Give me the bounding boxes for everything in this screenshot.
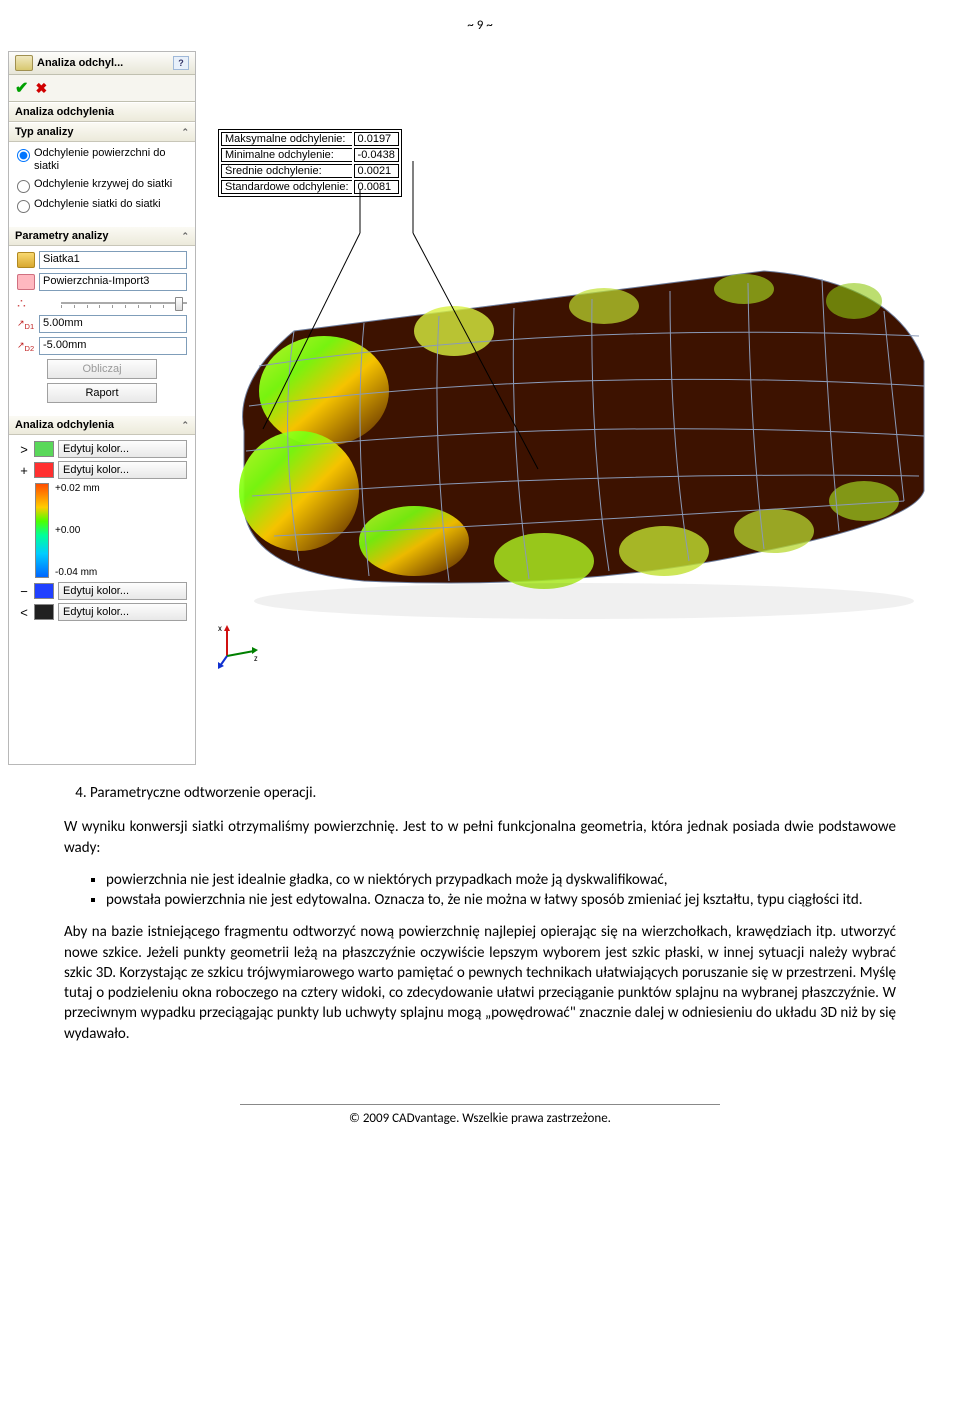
swatch-minus[interactable] <box>34 583 54 599</box>
radio-surface-to-mesh[interactable]: Odchylenie powierzchni do siatki <box>17 147 187 173</box>
surface-icon <box>17 274 35 290</box>
gt-icon: > <box>17 442 31 457</box>
panel-title-bar: Analiza odchyl... ? <box>9 52 195 75</box>
document-text: Parametryczne odtworzenie operacji. W wy… <box>64 783 896 1044</box>
lt-icon: < <box>17 605 31 620</box>
svg-text:x: x <box>218 623 222 634</box>
radio-3[interactable] <box>17 200 30 213</box>
screenshot-region: Analiza odchyl... ? ✔ ✖ Analiza odchylen… <box>8 51 960 765</box>
viewport-3d[interactable]: Maksymalne odchylenie:0.0197 Minimalne o… <box>204 51 960 765</box>
radio-curve-to-mesh[interactable]: Odchylenie krzywej do siatki <box>17 178 187 193</box>
axis-triad: x z <box>212 621 262 671</box>
ok-icon[interactable]: ✔ <box>15 80 28 97</box>
section-parametry[interactable]: Parametry analizy⌃ <box>9 226 195 246</box>
field-siatka[interactable]: Siatka1 <box>39 251 187 269</box>
svg-text:z: z <box>254 653 258 664</box>
edit-color-2[interactable]: Edytuj kolor... <box>58 461 187 479</box>
edit-color-1[interactable]: Edytuj kolor... <box>58 440 187 458</box>
obliczaj-button[interactable]: Obliczaj <box>47 359 157 379</box>
help-icon[interactable]: ? <box>173 56 189 70</box>
chevron-up-icon: ⌃ <box>181 420 189 431</box>
edit-color-3[interactable]: Edytuj kolor... <box>58 582 187 600</box>
section-analiza2[interactable]: Analiza odchylenia⌃ <box>9 415 195 435</box>
swatch-over[interactable] <box>34 441 54 457</box>
page-number: ~ 9 ~ <box>0 18 960 33</box>
sensitivity-icon: ∴ <box>17 295 35 311</box>
d1-icon: ↗D1 <box>17 318 35 331</box>
mesh-icon <box>17 252 35 268</box>
radio-mesh-to-mesh[interactable]: Odchylenie siatki do siatki <box>17 198 187 213</box>
section-analiza[interactable]: Analiza odchylenia <box>9 102 195 122</box>
section-typ[interactable]: Typ analizy⌃ <box>9 122 195 142</box>
radio-2[interactable] <box>17 180 30 193</box>
swatch-plus[interactable] <box>34 462 54 478</box>
deviation-surface <box>204 201 954 761</box>
gradient-legend: +0.02 mm +0.00 -0.04 mm <box>35 483 187 578</box>
property-panel: Analiza odchyl... ? ✔ ✖ Analiza odchylen… <box>8 51 196 765</box>
raport-button[interactable]: Raport <box>47 383 157 403</box>
field-d2[interactable]: -5.00mm <box>39 337 187 355</box>
minus-icon: − <box>17 584 31 599</box>
footer-divider <box>240 1104 720 1105</box>
deviation-stats: Maksymalne odchylenie:0.0197 Minimalne o… <box>218 129 402 197</box>
analysis-icon <box>15 55 33 71</box>
edit-color-4[interactable]: Edytuj kolor... <box>58 603 187 621</box>
radio-1[interactable] <box>17 149 30 162</box>
swatch-under[interactable] <box>34 604 54 620</box>
chevron-up-icon: ⌃ <box>181 231 189 242</box>
chevron-up-icon: ⌃ <box>181 127 189 138</box>
plus-icon: + <box>17 463 31 478</box>
d2-icon: ↗D2 <box>17 340 35 353</box>
confirm-row: ✔ ✖ <box>9 75 195 102</box>
slider[interactable] <box>61 295 187 311</box>
field-d1[interactable]: 5.00mm <box>39 315 187 333</box>
field-powierzchnia[interactable]: Powierzchnia-Import3 <box>39 273 187 291</box>
cancel-icon[interactable]: ✖ <box>35 80 47 96</box>
footer-text: © 2009 CADvantage. Wszelkie prawa zastrz… <box>0 1111 960 1126</box>
panel-title-text: Analiza odchyl... <box>37 57 123 69</box>
